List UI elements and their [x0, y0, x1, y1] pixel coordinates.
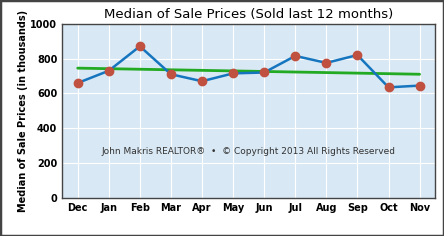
Text: John Makris REALTOR®  •  © Copyright 2013 All Rights Reserved: John Makris REALTOR® • © Copyright 2013 …	[102, 147, 396, 156]
Title: Median of Sale Prices (Sold last 12 months): Median of Sale Prices (Sold last 12 mont…	[104, 8, 393, 21]
Y-axis label: Median of Sale Prices (in thousands): Median of Sale Prices (in thousands)	[17, 10, 28, 212]
